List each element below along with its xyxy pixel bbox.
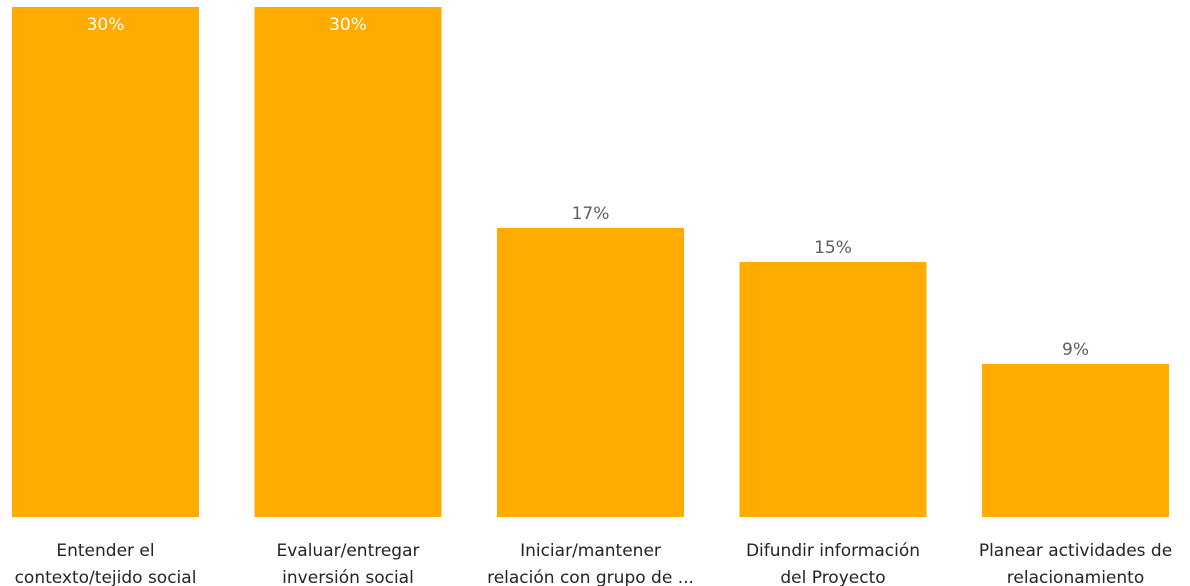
category-label-line: Iniciar/mantener <box>520 541 661 561</box>
data-label-2: 30% <box>329 15 367 35</box>
category-label-line: Planear actividades de <box>979 541 1172 561</box>
category-label-3: Iniciar/mantener relación con grupo de ..… <box>487 541 694 586</box>
category-labels-group: Entender el contexto/tejido social Evaluar… <box>15 541 1173 586</box>
data-label-3: 17% <box>572 204 610 224</box>
category-label-line: inversión social <box>282 568 414 586</box>
category-label-5: Planear actividades de relacionamiento <box>979 541 1172 586</box>
bar-1[interactable] <box>12 7 199 517</box>
category-label-line: Entender el <box>56 541 154 561</box>
category-label-line: del Proyecto <box>780 568 885 586</box>
data-label-4: 15% <box>814 238 852 258</box>
category-label-2: Evaluar/entregar inversión social <box>276 541 419 586</box>
category-label-1: Entender el contexto/tejido social <box>15 541 197 586</box>
data-label-5: 9% <box>1062 340 1089 360</box>
category-label-line: contexto/tejido social <box>15 568 197 586</box>
category-label-line: relacionamiento <box>1007 568 1144 586</box>
bar-5[interactable] <box>982 364 1169 517</box>
data-label-1: 30% <box>87 15 125 35</box>
category-label-line: relación con grupo de ... <box>487 568 694 586</box>
category-label-line: Evaluar/entregar <box>276 541 419 561</box>
bars-group <box>12 7 1169 517</box>
category-label-4: Difundir información del Proyecto <box>746 541 920 586</box>
bar-2[interactable] <box>254 7 442 517</box>
value-labels-group: 30% 30% 17% 15% 9% <box>87 15 1089 360</box>
bar-3[interactable] <box>497 228 684 517</box>
category-label-line: Difundir información <box>746 541 920 561</box>
bar-4[interactable] <box>739 262 927 517</box>
